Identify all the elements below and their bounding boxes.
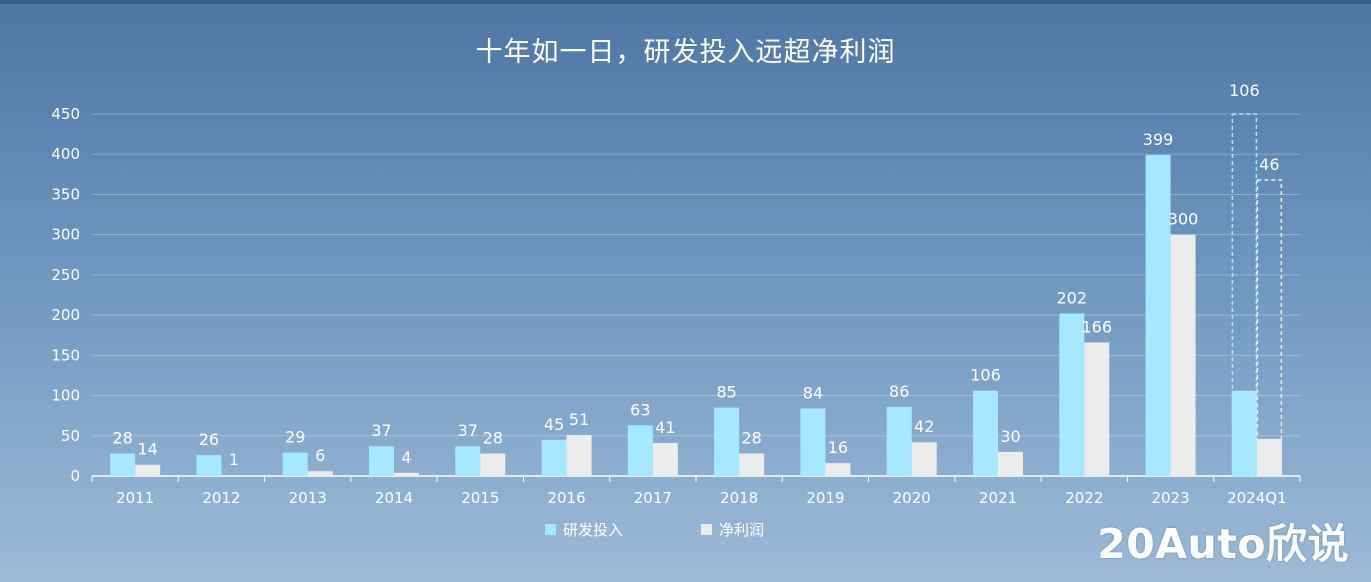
legend-item-profit: 净利润 <box>701 519 764 540</box>
legend-swatch-profit <box>701 524 713 535</box>
legend-item-rd: 研发投入 <box>545 519 623 540</box>
data-label-rd: 26 <box>199 430 219 449</box>
x-tick-label: 2015 <box>461 489 499 507</box>
bars <box>110 113 1283 477</box>
bar-rd <box>1145 155 1171 476</box>
x-tick-label: 2021 <box>979 489 1017 507</box>
data-label-rd: 45 <box>544 415 564 434</box>
bar-profit <box>998 451 1023 476</box>
bar-rd <box>627 425 653 476</box>
data-label-rd: 37 <box>458 421 478 440</box>
top-border <box>0 0 1371 4</box>
data-label-profit: 16 <box>828 438 848 457</box>
x-tick-label: 2024Q1 <box>1227 489 1287 507</box>
bar-profit <box>135 464 161 476</box>
y-tick-label: 100 <box>51 387 80 405</box>
data-label-profit: 41 <box>655 418 675 437</box>
data-label-profit: 42 <box>914 417 934 436</box>
grid-lines <box>91 113 1301 482</box>
bar-profit <box>566 434 592 476</box>
y-tick-label: 300 <box>51 226 80 244</box>
data-label-rd: 63 <box>630 400 650 419</box>
x-axis-ticks: 2011 2012 2013 2014 2015 2016 2017 2018 2019 2020… <box>116 489 1287 507</box>
bar-profit <box>221 475 247 476</box>
legend-label-rd: 研发投入 <box>563 521 624 539</box>
bar-rd <box>973 390 998 476</box>
bar-rd <box>455 446 481 476</box>
bar-rd <box>800 408 826 476</box>
x-tick-label: 2022 <box>1065 489 1103 507</box>
dashed-outline-rd <box>1231 113 1258 477</box>
bar-rd <box>110 453 136 476</box>
data-label-profit: 28 <box>483 428 503 447</box>
bar-rd <box>1059 313 1085 476</box>
data-label-profit: 166 <box>1082 317 1113 336</box>
x-tick-label: 2013 <box>289 489 327 507</box>
data-label-rd: 84 <box>803 383 823 402</box>
bar-rd <box>369 446 394 476</box>
y-tick-label: 200 <box>51 306 80 324</box>
data-label-profit: 4 <box>401 448 411 467</box>
x-tick-label: 2023 <box>1151 489 1189 507</box>
bar-rd <box>541 439 567 476</box>
bar-profit <box>1170 234 1196 476</box>
bar-profit <box>480 453 506 476</box>
data-label-rd: 106 <box>970 366 1001 385</box>
y-tick-label: 0 <box>70 467 80 485</box>
bar-profit <box>911 442 937 476</box>
bar-rd <box>1231 390 1257 476</box>
x-tick-label: 2018 <box>720 489 758 507</box>
bar-profit <box>1256 438 1282 476</box>
legend-label-profit: 净利润 <box>719 521 765 539</box>
data-label-profit: 6 <box>315 446 325 465</box>
y-tick-label: 350 <box>51 185 80 203</box>
bar-rd <box>196 455 222 476</box>
data-label-rd: 202 <box>1057 289 1088 308</box>
data-label-rd: 85 <box>716 383 736 402</box>
bar-profit <box>307 471 333 476</box>
bar-rd <box>714 407 740 476</box>
data-labels: 28 14 26 1 29 6 37 4 37 28 45 51 63 41 85 28 84 16 86 42 106… <box>112 81 1279 469</box>
data-label-profit: 300 <box>1168 210 1199 229</box>
data-label-profit: 14 <box>137 440 157 459</box>
bar-profit <box>394 472 419 476</box>
legend-swatch-rd <box>545 524 556 535</box>
bar-profit <box>652 443 678 476</box>
data-label-rd: 86 <box>889 382 909 401</box>
bar-rd <box>886 406 912 476</box>
y-tick-label: 450 <box>51 105 80 123</box>
watermark: 20Auto欣说 <box>1097 520 1349 568</box>
data-label-rd: 37 <box>371 421 391 440</box>
y-tick-label: 150 <box>51 346 80 364</box>
bar-profit <box>739 453 765 476</box>
bar-profit <box>825 463 851 476</box>
data-label-profit: 28 <box>741 428 761 447</box>
x-tick-label: 2012 <box>202 489 240 507</box>
bar-rd <box>282 452 308 476</box>
y-tick-label: 250 <box>51 266 80 284</box>
y-axis-ticks: 0 50 100 150 200 250 300 350 400 450 <box>51 105 80 485</box>
data-label-rd: 106 <box>1229 81 1260 100</box>
dashed-outline-profit <box>1256 179 1283 477</box>
data-label-profit: 1 <box>229 450 239 469</box>
data-label-profit: 51 <box>569 410 589 429</box>
x-tick-label: 2011 <box>116 489 154 507</box>
data-label-profit: 30 <box>1000 427 1020 446</box>
data-label-rd: 399 <box>1143 130 1174 149</box>
x-tick-label: 2020 <box>893 489 931 507</box>
chart-title: 十年如一日，研发投入远超净利润 <box>475 37 896 68</box>
x-tick-label: 2017 <box>634 489 672 507</box>
y-tick-label: 50 <box>61 427 80 445</box>
bar-profit <box>1084 342 1110 476</box>
data-label-rd: 29 <box>285 428 305 447</box>
data-label-rd: 28 <box>112 428 132 447</box>
x-tick-label: 2014 <box>375 489 413 507</box>
x-tick-label: 2019 <box>806 489 844 507</box>
legend: 研发投入 净利润 <box>545 519 764 540</box>
x-tick-label: 2016 <box>547 489 585 507</box>
y-tick-label: 400 <box>51 145 80 163</box>
data-label-profit: 46 <box>1259 155 1279 174</box>
